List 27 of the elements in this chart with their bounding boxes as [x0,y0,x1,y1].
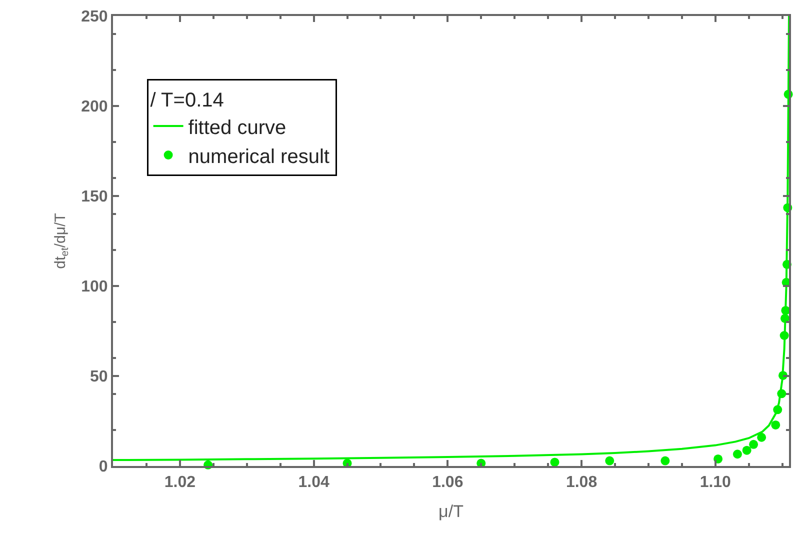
point [771,420,780,430]
point [757,432,766,442]
y-tick-label: 0 [98,458,108,476]
x-tick-label: 1.10 [700,474,732,492]
y-tick-label: 150 [81,188,108,206]
point [777,389,786,398]
point [732,450,742,459]
point [749,440,758,449]
point [714,454,723,464]
y-tick-label: 100 [81,278,108,296]
point [550,458,560,467]
x-tick-label: 1.04 [298,474,330,492]
x-tick-label: 1.02 [164,474,196,492]
y-tick-label: 50 [90,368,108,386]
y-tick-label: 200 [81,98,108,116]
x-tick-label: 1.08 [566,474,598,492]
y-tick-label: 250 [81,8,108,26]
legend-title: / T=0.14 [150,90,224,112]
x-axis-title: μ/T [438,502,464,522]
point [605,456,614,466]
point [660,456,670,466]
point [742,446,752,455]
point [773,405,782,414]
point [780,331,789,340]
x-tick-label: 1.06 [432,474,464,492]
legend-label: numerical result [188,146,330,168]
legend-label: fitted curve [188,116,286,139]
